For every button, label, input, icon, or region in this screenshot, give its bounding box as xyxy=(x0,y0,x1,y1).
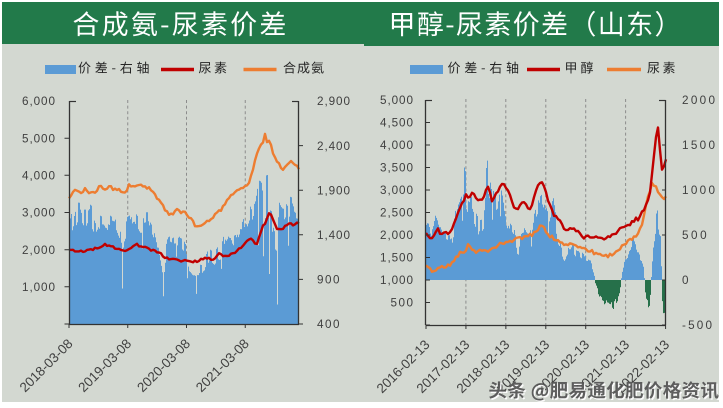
svg-text:1000: 1000 xyxy=(682,184,715,197)
svg-text:0: 0 xyxy=(682,274,689,287)
svg-text:-500: -500 xyxy=(682,319,712,332)
svg-text:2,000: 2,000 xyxy=(22,244,55,257)
svg-text:4,000: 4,000 xyxy=(22,170,55,183)
svg-text:400: 400 xyxy=(317,318,340,331)
svg-text:1,400: 1,400 xyxy=(317,229,350,242)
svg-text:2,900: 2,900 xyxy=(317,95,350,108)
svg-text:1,900: 1,900 xyxy=(317,184,350,197)
svg-text:6,000: 6,000 xyxy=(22,95,55,108)
svg-text:4,500: 4,500 xyxy=(380,117,413,130)
svg-text:2,000: 2,000 xyxy=(380,229,413,242)
svg-text:4,000: 4,000 xyxy=(380,139,413,152)
svg-text:3,500: 3,500 xyxy=(380,162,413,175)
svg-text:1500: 1500 xyxy=(682,139,715,152)
svg-text:1,000: 1,000 xyxy=(22,281,55,294)
svg-text:900: 900 xyxy=(317,274,340,287)
svg-text:3,000: 3,000 xyxy=(380,184,413,197)
svg-text:3,000: 3,000 xyxy=(22,207,55,220)
svg-text:1,500: 1,500 xyxy=(380,252,413,265)
svg-text:500: 500 xyxy=(682,229,707,242)
svg-text:500: 500 xyxy=(391,297,414,310)
svg-text:2,400: 2,400 xyxy=(317,140,350,153)
svg-text:5,000: 5,000 xyxy=(22,132,55,145)
svg-text:2,500: 2,500 xyxy=(380,207,413,220)
svg-text:5,000: 5,000 xyxy=(380,94,413,107)
svg-text:2000: 2000 xyxy=(682,94,715,107)
svg-text:1,000: 1,000 xyxy=(380,274,413,287)
